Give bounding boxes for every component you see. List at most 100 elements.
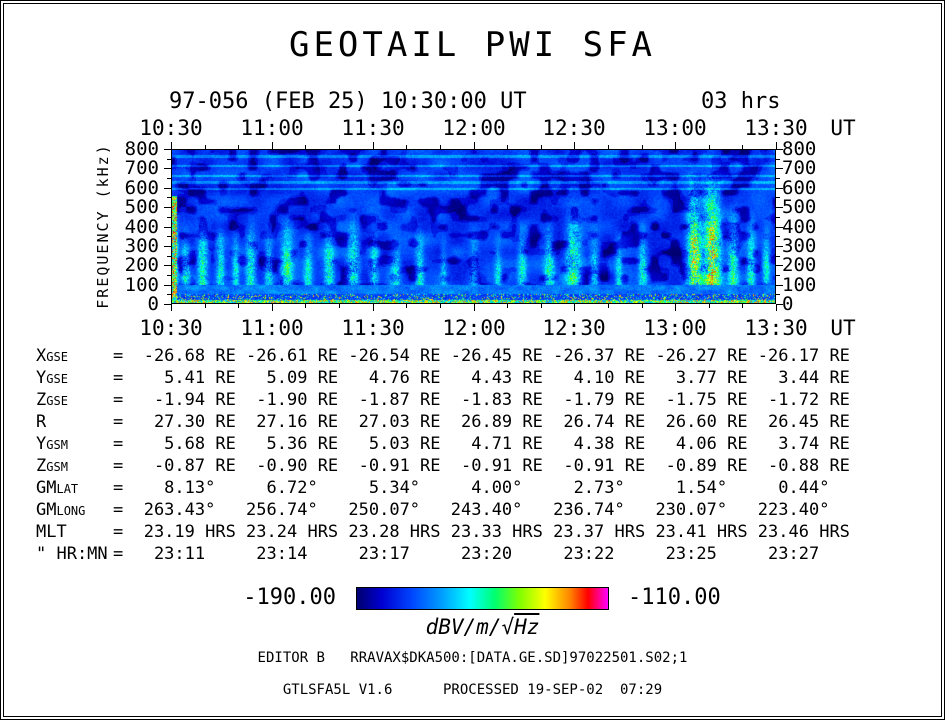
tick-mark bbox=[574, 142, 576, 149]
tick-mark bbox=[167, 274, 171, 276]
ephemeris-row-label: ZGSM bbox=[36, 456, 68, 476]
freq-tick-label: 200 bbox=[124, 254, 159, 276]
ephemeris-row-values: = 27.30 RE 27.16 RE 27.03 RE 26.89 RE 26… bbox=[113, 412, 850, 432]
page-title: GEOTAIL PWI SFA bbox=[288, 25, 657, 65]
freq-tick-label: 600 bbox=[782, 177, 817, 199]
tick-mark bbox=[641, 145, 643, 149]
time-tick-label: 10:30 bbox=[139, 116, 203, 140]
tick-mark bbox=[708, 304, 710, 308]
ephemeris-row-values: = -26.68 RE -26.61 RE -26.54 RE -26.45 R… bbox=[113, 346, 850, 366]
tick-mark bbox=[238, 304, 240, 308]
time-tick-label: 13:00 bbox=[643, 316, 707, 340]
ephemeris-row-values: = 23:11 23:14 23:17 23:20 23:22 23:25 23… bbox=[113, 544, 850, 564]
time-tick-label: 11:00 bbox=[240, 316, 304, 340]
freq-tick-label: 500 bbox=[782, 196, 817, 218]
tick-mark bbox=[776, 226, 783, 228]
tick-mark bbox=[776, 158, 780, 160]
freq-tick-label: 700 bbox=[124, 157, 159, 179]
tick-mark bbox=[164, 149, 171, 150]
tick-mark bbox=[339, 304, 341, 308]
tick-mark bbox=[675, 142, 677, 149]
ephemeris-row-values: = -0.87 RE -0.90 RE -0.91 RE -0.91 RE -0… bbox=[113, 456, 850, 476]
freq-tick-label: 100 bbox=[124, 274, 159, 296]
tick-mark bbox=[305, 145, 307, 149]
freq-tick-label: 800 bbox=[124, 138, 159, 160]
footer-source-line: EDITOR B RRAVAX$DKA500:[DATA.GE.SD]97022… bbox=[1, 650, 944, 666]
freq-tick-label: 0 bbox=[782, 293, 794, 315]
tick-mark bbox=[776, 304, 777, 311]
time-tick-label: 13:00 bbox=[643, 116, 707, 140]
ephemeris-row-values: = 5.41 RE 5.09 RE 4.76 RE 4.43 RE 4.10 R… bbox=[113, 368, 850, 388]
tick-mark bbox=[167, 236, 171, 238]
ephemeris-row-label: GMLAT bbox=[36, 478, 79, 498]
colorbar-max-label: -110.00 bbox=[628, 585, 721, 610]
freq-tick-label: 400 bbox=[782, 216, 817, 238]
tick-mark bbox=[742, 145, 744, 149]
tick-mark bbox=[271, 142, 273, 149]
tick-mark bbox=[339, 145, 341, 149]
footer-process-line: GTLSFA5L V1.6 PROCESSED 19-SEP-02 07:29 bbox=[1, 682, 944, 698]
tick-mark bbox=[776, 216, 780, 218]
tick-mark bbox=[167, 294, 171, 296]
time-tick-label: 13:30 bbox=[744, 316, 808, 340]
freq-tick-label: 400 bbox=[124, 216, 159, 238]
tick-mark bbox=[439, 145, 441, 149]
tick-mark bbox=[372, 304, 374, 311]
tick-mark bbox=[776, 236, 780, 238]
tick-mark bbox=[540, 304, 542, 308]
time-tick-label: 12:30 bbox=[542, 116, 606, 140]
ephemeris-row-label: " HR:MN bbox=[36, 544, 108, 564]
ephemeris-row-label: R bbox=[36, 412, 47, 432]
tick-mark bbox=[305, 304, 307, 308]
freq-tick-label: 200 bbox=[782, 254, 817, 276]
tick-mark bbox=[164, 245, 171, 247]
tick-mark bbox=[776, 149, 783, 150]
tick-mark bbox=[776, 274, 780, 276]
freq-tick-label: 300 bbox=[124, 235, 159, 257]
program-version: GTLSFA5L V1.6 bbox=[282, 682, 393, 698]
tick-mark bbox=[167, 197, 171, 199]
tick-mark bbox=[776, 178, 780, 180]
tick-mark bbox=[164, 168, 171, 170]
tick-mark bbox=[776, 207, 783, 209]
tick-mark bbox=[164, 207, 171, 209]
freq-tick-label: 300 bbox=[782, 235, 817, 257]
tick-mark bbox=[238, 145, 240, 149]
freq-tick-label: 800 bbox=[782, 138, 817, 160]
tick-mark bbox=[507, 304, 509, 308]
time-tick-label: 12:30 bbox=[542, 316, 606, 340]
tick-mark bbox=[607, 145, 609, 149]
ephemeris-row-values: = 263.43° 256.74° 250.07° 243.40° 236.74… bbox=[113, 500, 850, 520]
start-time-label: 97-056 (FEB 25) 10:30:00 UT bbox=[169, 89, 527, 114]
colorbar-gradient bbox=[356, 587, 609, 610]
tick-mark bbox=[406, 304, 408, 308]
tick-mark bbox=[164, 284, 171, 286]
tick-mark bbox=[473, 304, 475, 311]
tick-mark bbox=[540, 145, 542, 149]
ephemeris-row-values: = 23.19 HRS 23.24 HRS 23.28 HRS 23.33 HR… bbox=[113, 522, 850, 542]
tick-mark bbox=[167, 178, 171, 180]
tick-mark bbox=[164, 304, 171, 305]
tick-mark bbox=[776, 245, 783, 247]
tick-mark bbox=[776, 294, 780, 296]
tick-mark bbox=[406, 145, 408, 149]
duration-label: 03 hrs bbox=[701, 89, 781, 114]
colorbar-unit: dBV/m/√Hz bbox=[425, 615, 540, 639]
source-file: RRAVAX$DKA500:[DATA.GE.SD]97022501.S02;1 bbox=[350, 650, 688, 666]
tick-mark bbox=[776, 168, 783, 170]
tick-mark bbox=[742, 304, 744, 308]
time-axis-unit-label: UT bbox=[830, 116, 856, 140]
ephemeris-row-label: MLT bbox=[36, 522, 67, 542]
ephemeris-row-label: ZGSE bbox=[36, 390, 68, 410]
time-tick-label: 12:00 bbox=[442, 116, 506, 140]
tick-mark bbox=[167, 255, 171, 257]
ephemeris-row-values: = 5.68 RE 5.36 RE 5.03 RE 4.71 RE 4.38 R… bbox=[113, 434, 850, 454]
freq-tick-label: 700 bbox=[782, 157, 817, 179]
processed-label: PROCESSED 19-SEP-02 07:29 bbox=[443, 682, 663, 698]
tick-mark bbox=[473, 142, 475, 149]
tick-mark bbox=[675, 304, 677, 311]
tick-mark bbox=[776, 142, 777, 149]
time-axis-unit-label: UT bbox=[830, 316, 856, 340]
tick-mark bbox=[271, 304, 273, 311]
